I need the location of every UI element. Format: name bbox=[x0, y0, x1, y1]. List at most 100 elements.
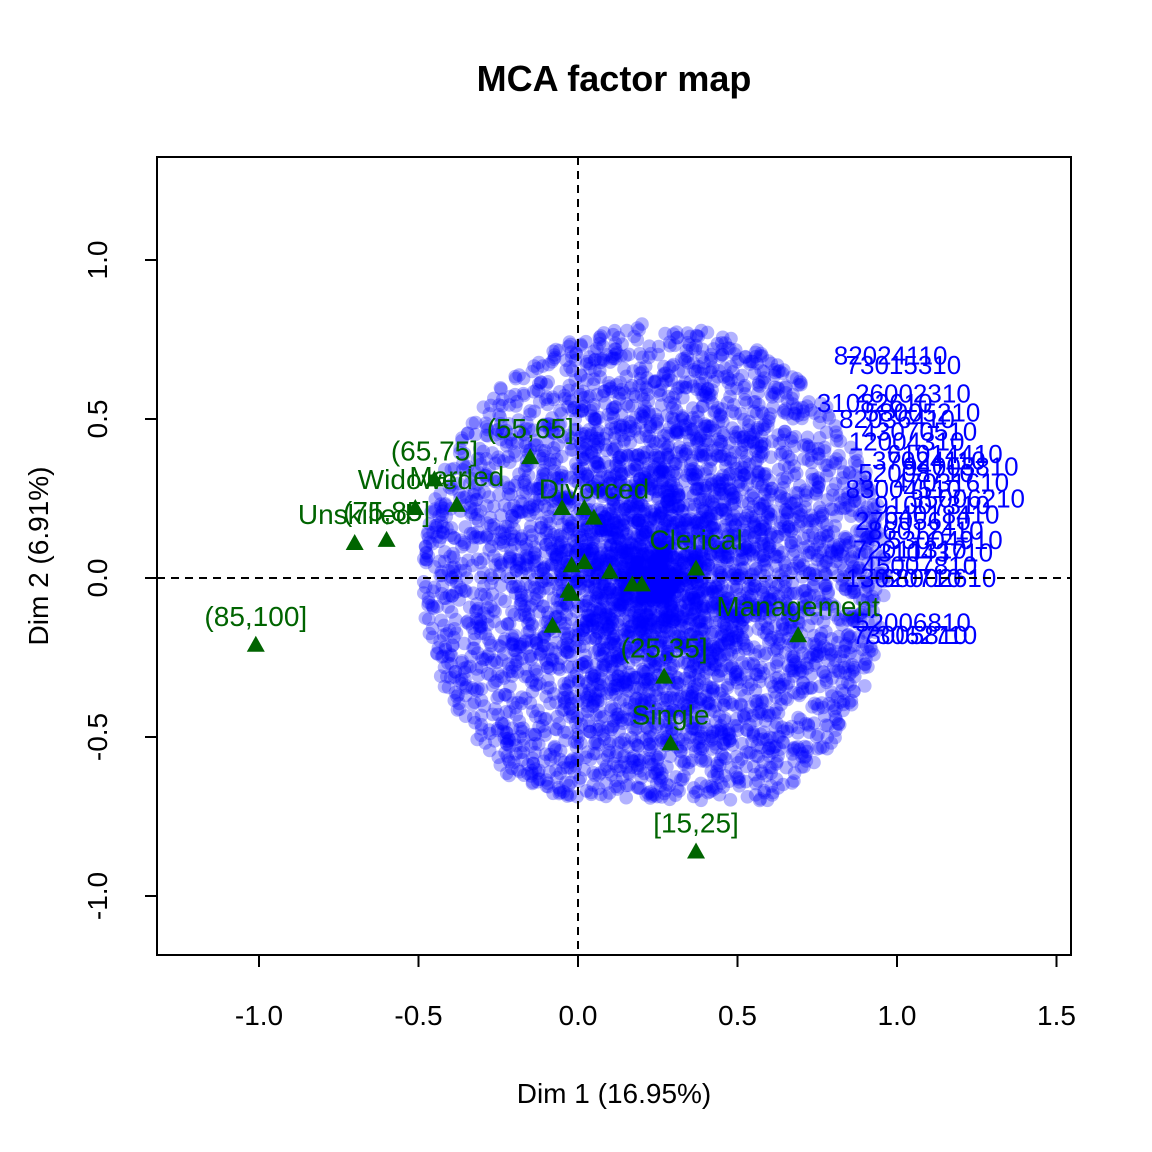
individual-point bbox=[787, 685, 801, 700]
individual-point bbox=[603, 682, 617, 697]
individual-point bbox=[764, 356, 779, 371]
individual-point bbox=[627, 527, 641, 541]
individual-point bbox=[510, 654, 525, 669]
individual-point bbox=[767, 363, 782, 377]
individual-point bbox=[517, 475, 531, 490]
individual-point bbox=[726, 579, 740, 594]
individual-point bbox=[748, 605, 763, 620]
individual-point bbox=[646, 463, 660, 477]
individual-point bbox=[750, 343, 764, 357]
individual-point bbox=[539, 689, 553, 704]
individual-point bbox=[629, 463, 643, 478]
individual-point bbox=[609, 646, 624, 660]
individual-point bbox=[668, 573, 683, 587]
individual-point bbox=[531, 384, 546, 398]
individual-point bbox=[572, 581, 587, 596]
individual-point bbox=[724, 632, 739, 646]
individual-point bbox=[557, 755, 572, 770]
individual-point bbox=[605, 615, 620, 630]
individual-point bbox=[844, 578, 859, 593]
individual-point bbox=[619, 683, 633, 697]
individual-point bbox=[604, 551, 619, 566]
individual-point bbox=[698, 467, 712, 481]
individual-point bbox=[672, 784, 686, 798]
individual-point bbox=[687, 738, 701, 753]
individual-point bbox=[436, 525, 450, 540]
individual-point bbox=[634, 497, 648, 511]
individual-point bbox=[671, 364, 685, 378]
individual-point bbox=[694, 724, 709, 739]
individual-point bbox=[667, 579, 682, 594]
individual-point bbox=[632, 346, 647, 361]
individual-point bbox=[861, 660, 875, 674]
individual-point bbox=[649, 556, 664, 570]
individual-point bbox=[604, 416, 619, 431]
individual-point bbox=[666, 327, 681, 341]
individual-point bbox=[670, 675, 685, 690]
individual-point bbox=[647, 590, 661, 604]
individual-point bbox=[641, 465, 656, 480]
individual-point bbox=[708, 699, 723, 713]
individual-point bbox=[836, 569, 851, 584]
individual-point bbox=[606, 496, 621, 511]
individual-point bbox=[822, 411, 837, 425]
individual-point bbox=[802, 439, 816, 454]
individual-point bbox=[549, 550, 563, 564]
individual-point bbox=[521, 669, 535, 684]
individual-point bbox=[748, 513, 763, 527]
individual-point bbox=[517, 427, 531, 441]
individual-point bbox=[624, 536, 638, 550]
individual-point bbox=[632, 609, 646, 623]
individual-point bbox=[801, 717, 816, 732]
individual-point bbox=[715, 663, 729, 677]
individual-point bbox=[860, 530, 875, 544]
individual-point bbox=[665, 484, 679, 498]
individual-point bbox=[638, 451, 652, 465]
individual-point bbox=[833, 695, 847, 709]
individual-point bbox=[776, 481, 790, 495]
individual-point bbox=[664, 592, 678, 607]
individual-point bbox=[747, 640, 761, 654]
individual-point bbox=[666, 412, 681, 426]
individual-point bbox=[864, 527, 878, 541]
individual-point bbox=[550, 438, 565, 452]
individual-point bbox=[668, 612, 682, 627]
individual-point bbox=[562, 391, 576, 406]
individual-point bbox=[563, 521, 578, 535]
individual-point bbox=[757, 648, 772, 662]
individual-point bbox=[728, 343, 743, 357]
individual-point bbox=[552, 385, 567, 399]
individual-point bbox=[657, 460, 672, 474]
individual-point bbox=[613, 577, 627, 591]
individual-point bbox=[648, 407, 663, 422]
individual-point bbox=[664, 373, 679, 388]
individual-point bbox=[685, 685, 700, 700]
individual-point bbox=[718, 606, 733, 620]
individual-point bbox=[621, 656, 636, 670]
individual-point bbox=[631, 499, 646, 514]
individual-point bbox=[657, 620, 672, 634]
individual-point bbox=[705, 729, 720, 744]
individual-point bbox=[579, 437, 594, 452]
individual-point bbox=[672, 695, 687, 709]
individual-point bbox=[418, 539, 433, 554]
individual-point bbox=[444, 521, 459, 535]
individual-point bbox=[760, 493, 775, 508]
individual-point bbox=[702, 391, 716, 405]
individual-point bbox=[613, 695, 627, 709]
individual-point bbox=[771, 748, 785, 763]
individual-point bbox=[764, 526, 779, 540]
individual-point bbox=[721, 628, 736, 642]
individual-point bbox=[722, 436, 737, 450]
individual-point bbox=[716, 428, 731, 443]
individual-point bbox=[721, 678, 735, 692]
individual-point bbox=[630, 488, 644, 503]
individual-point bbox=[543, 696, 557, 711]
individual-point bbox=[576, 599, 590, 613]
individual-point bbox=[556, 761, 570, 775]
individual-point bbox=[426, 600, 440, 614]
individual-point bbox=[663, 492, 677, 507]
individual-point bbox=[768, 720, 783, 734]
individual-point bbox=[618, 589, 632, 603]
individual-point bbox=[754, 439, 768, 453]
